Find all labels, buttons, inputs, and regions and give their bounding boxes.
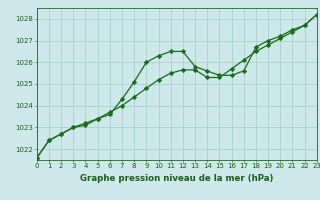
- X-axis label: Graphe pression niveau de la mer (hPa): Graphe pression niveau de la mer (hPa): [80, 174, 274, 183]
